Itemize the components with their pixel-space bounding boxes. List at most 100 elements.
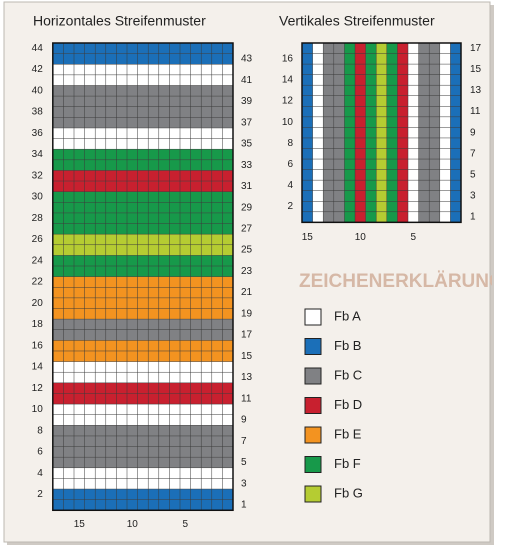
row-number: 26: [32, 234, 44, 245]
stripe-column: [302, 43, 313, 223]
horizontal-title: Horizontales Streifenmuster: [33, 13, 206, 29]
stripe-row: [52, 350, 233, 362]
column-number: 10: [355, 232, 367, 243]
stripe-row: [52, 361, 233, 373]
stripe-row: [52, 53, 233, 65]
stripe-column: [397, 43, 408, 223]
row-number: 1: [470, 212, 476, 223]
legend-label: Fb G: [334, 485, 363, 500]
row-number: 9: [470, 127, 476, 138]
stripe-row: [52, 255, 233, 267]
stripe-row: [52, 478, 233, 490]
stripe-row: [52, 446, 233, 458]
column-number: 5: [411, 232, 417, 243]
row-number: 8: [37, 425, 43, 436]
row-number: 16: [282, 53, 294, 64]
row-number: 6: [37, 447, 43, 458]
stripe-column: [376, 43, 387, 223]
stripe-row: [52, 117, 233, 128]
row-number: 43: [241, 54, 253, 65]
row-number: 11: [470, 106, 481, 117]
stripe-row: [52, 319, 233, 330]
row-number: 37: [241, 117, 253, 128]
row-number: 12: [32, 383, 44, 394]
legend-swatch: [304, 456, 322, 473]
stripe-row: [52, 435, 233, 447]
row-number: 1: [241, 500, 247, 511]
legend-swatch: [304, 397, 322, 414]
row-number: 2: [37, 489, 43, 500]
row-number: 42: [32, 64, 44, 75]
stripe-row: [52, 43, 233, 54]
row-number: 8: [287, 138, 293, 149]
row-number: 17: [241, 330, 253, 341]
row-number: 33: [241, 160, 253, 171]
stripe-row: [52, 276, 233, 288]
stripe-row: [52, 287, 233, 298]
row-number: 34: [32, 149, 44, 160]
row-number: 14: [282, 75, 294, 86]
stripe-column: [365, 43, 377, 223]
column-number: 5: [183, 519, 189, 530]
row-number: 24: [32, 255, 44, 266]
row-number: 27: [241, 223, 253, 234]
stripe-column: [344, 43, 355, 223]
stripe-row: [52, 467, 233, 479]
row-number: 3: [241, 478, 247, 489]
row-number: 3: [470, 191, 476, 202]
stripe-row: [52, 223, 233, 235]
row-number: 6: [287, 159, 293, 170]
vertical-title: Vertikales Streifenmuster: [279, 13, 435, 29]
legend-title: ZEICHENERKLÄRUNG: [299, 271, 504, 292]
row-number: 29: [241, 202, 253, 213]
column-number: 15: [302, 232, 314, 243]
legend-label: Fb A: [334, 308, 361, 323]
row-number: 9: [241, 415, 247, 426]
stripe-row: [52, 308, 233, 320]
row-number: 30: [32, 192, 44, 203]
stripe-row: [52, 159, 233, 171]
legend-swatch: [304, 308, 322, 326]
stripe-row: [52, 149, 233, 160]
legend-label: Fb F: [334, 456, 361, 471]
column-number: 10: [127, 519, 139, 530]
row-number: 16: [32, 340, 44, 351]
stripe-column: [408, 43, 419, 223]
stripe-row: [52, 181, 233, 192]
stripe-row: [52, 202, 233, 213]
stripe-row: [52, 425, 233, 436]
stripe-row: [52, 244, 233, 256]
row-number: 13: [241, 372, 253, 383]
stripe-row: [52, 297, 233, 309]
row-number: 7: [241, 436, 247, 447]
row-number: 11: [241, 393, 252, 404]
row-number: 13: [470, 85, 482, 96]
stripe-row: [52, 74, 233, 86]
stripe-row: [52, 382, 233, 394]
column-number: 15: [74, 519, 86, 530]
row-number: 14: [32, 362, 44, 373]
row-number: 10: [32, 404, 44, 415]
stripe-column: [450, 43, 461, 223]
stripe-row: [52, 266, 233, 277]
row-number: 19: [241, 308, 253, 319]
stripe-row: [52, 85, 233, 97]
chart-border: [301, 42, 462, 224]
legend-swatch: [304, 426, 322, 444]
row-number: 39: [241, 96, 253, 107]
row-number: 36: [32, 128, 44, 139]
row-number: 5: [470, 170, 476, 181]
stripe-column: [355, 43, 366, 223]
stripe-row: [52, 96, 233, 107]
row-number: 15: [241, 351, 253, 362]
stripe-row: [52, 414, 233, 426]
stripe-column: [312, 43, 324, 223]
stripe-row: [52, 404, 233, 415]
stripe-row: [52, 170, 233, 182]
stripe-row: [52, 106, 233, 118]
stripe-row: [52, 127, 233, 139]
row-number: 31: [241, 181, 253, 192]
stripe-row: [52, 499, 233, 511]
row-number: 23: [241, 266, 253, 277]
